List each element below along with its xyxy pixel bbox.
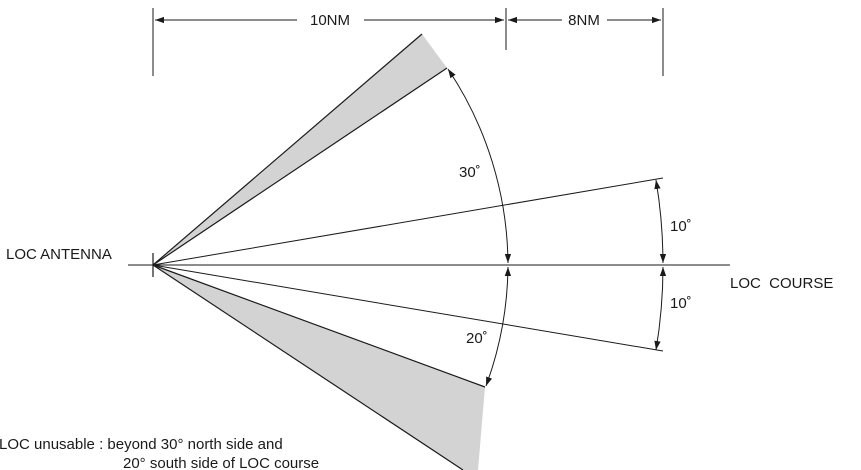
loc-antenna-label: LOC ANTENNA [6,246,112,263]
unusable-sector-south [153,265,485,470]
note-line-2: 20° south side of LOC course [123,455,319,470]
loc-course-label: LOC COURSE [730,275,833,292]
angle-label-south-20: 20˚ [466,330,488,347]
unusable-sector-north [153,34,447,265]
angle-label-north-30: 30˚ [459,164,481,181]
angle-arc-north-30 [447,68,512,264]
boundary-line-south-outer [152,264,464,470]
distance-label-10nm: 10NM [310,12,350,29]
boundary-line-south-10 [152,264,664,352]
angle-arc-south-10 [654,266,667,351]
boundary-line-south-20 [152,264,486,388]
distance-label-8nm: 8NM [568,12,600,29]
angle-label-north-10: 10˚ [670,218,692,235]
boundary-line-north-30 [152,67,448,266]
note-line-1: LOC unusable : beyond 30° north side and [0,436,283,453]
angle-arc-north-10 [654,179,667,264]
boundary-line-north-outer [152,33,423,266]
boundary-line-north-10 [152,177,664,266]
angle-label-south-10: 10˚ [670,295,692,312]
angle-arc-south-20 [485,266,512,387]
